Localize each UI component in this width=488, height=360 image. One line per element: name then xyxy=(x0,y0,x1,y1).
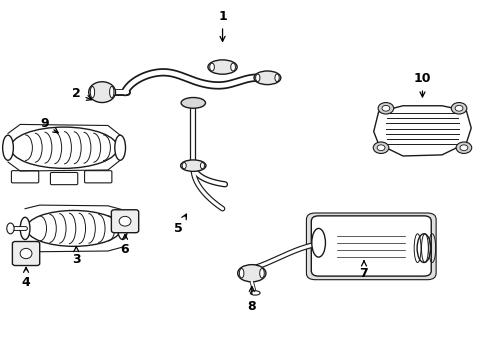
Text: 1: 1 xyxy=(218,10,226,41)
Ellipse shape xyxy=(115,135,125,160)
Ellipse shape xyxy=(109,86,114,98)
Ellipse shape xyxy=(253,71,280,85)
Circle shape xyxy=(372,142,388,153)
Ellipse shape xyxy=(250,291,260,295)
Text: 3: 3 xyxy=(72,247,81,266)
Ellipse shape xyxy=(90,86,94,98)
Ellipse shape xyxy=(88,82,115,103)
Text: 9: 9 xyxy=(40,117,58,133)
Ellipse shape xyxy=(181,98,205,108)
Ellipse shape xyxy=(10,127,118,168)
Circle shape xyxy=(459,145,467,150)
FancyBboxPatch shape xyxy=(11,171,39,183)
FancyBboxPatch shape xyxy=(111,210,139,233)
Ellipse shape xyxy=(118,217,127,239)
Ellipse shape xyxy=(26,211,121,246)
Ellipse shape xyxy=(237,265,265,282)
FancyBboxPatch shape xyxy=(12,242,40,266)
Ellipse shape xyxy=(311,228,325,257)
Ellipse shape xyxy=(416,234,430,262)
Ellipse shape xyxy=(209,63,214,71)
Text: 5: 5 xyxy=(174,214,186,235)
Ellipse shape xyxy=(20,248,32,258)
FancyBboxPatch shape xyxy=(84,171,112,183)
Circle shape xyxy=(450,103,466,114)
Ellipse shape xyxy=(259,269,264,278)
Ellipse shape xyxy=(207,60,237,74)
Circle shape xyxy=(454,105,462,111)
Text: 7: 7 xyxy=(359,261,367,280)
Circle shape xyxy=(381,105,389,111)
Ellipse shape xyxy=(239,269,244,278)
Text: 2: 2 xyxy=(72,87,92,100)
FancyBboxPatch shape xyxy=(306,213,435,280)
Ellipse shape xyxy=(2,135,13,160)
Ellipse shape xyxy=(20,217,30,239)
Text: 6: 6 xyxy=(121,234,129,256)
FancyBboxPatch shape xyxy=(50,172,78,185)
Circle shape xyxy=(455,142,471,153)
Ellipse shape xyxy=(274,74,279,82)
Circle shape xyxy=(377,103,393,114)
Ellipse shape xyxy=(255,74,260,82)
FancyBboxPatch shape xyxy=(311,216,430,276)
Text: 4: 4 xyxy=(21,267,30,289)
Ellipse shape xyxy=(119,216,131,226)
Ellipse shape xyxy=(182,162,186,169)
Polygon shape xyxy=(373,106,470,156)
Ellipse shape xyxy=(180,160,205,171)
Ellipse shape xyxy=(230,63,235,71)
Circle shape xyxy=(376,145,384,150)
Ellipse shape xyxy=(200,162,204,169)
Text: 8: 8 xyxy=(247,287,256,313)
Text: 10: 10 xyxy=(413,72,430,97)
Ellipse shape xyxy=(7,223,14,234)
